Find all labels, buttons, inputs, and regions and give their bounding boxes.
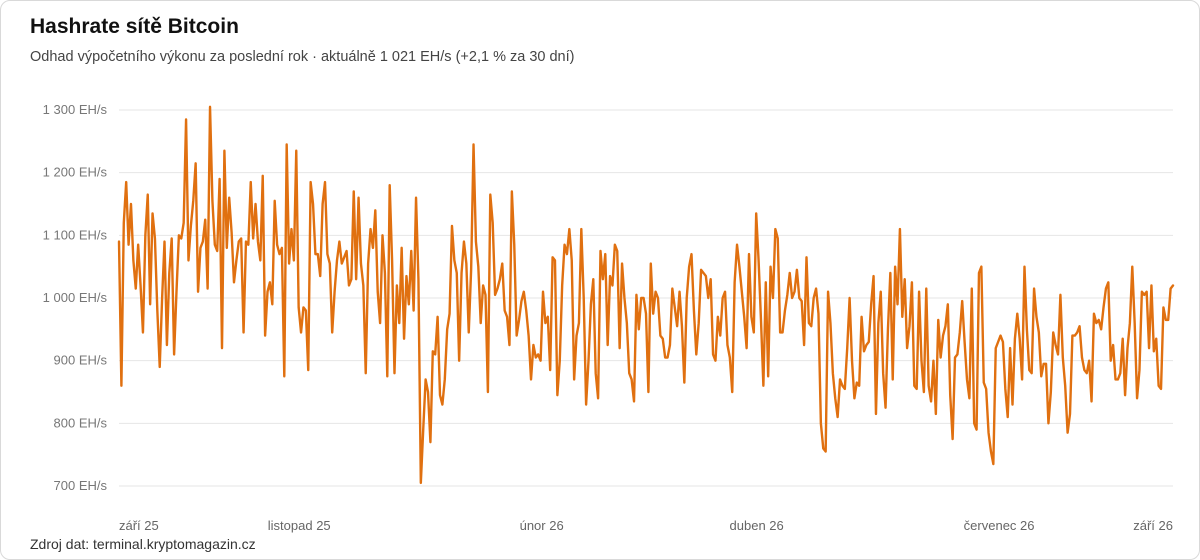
x-tick-label: červenec 26 xyxy=(964,518,1035,533)
x-tick-label: duben 26 xyxy=(730,518,784,533)
y-tick-label: 1 300 EH/s xyxy=(43,102,108,117)
y-tick-label: 900 EH/s xyxy=(54,353,108,368)
y-tick-label: 800 EH/s xyxy=(54,415,108,430)
y-tick-label: 700 EH/s xyxy=(54,478,108,493)
hashrate-series-line xyxy=(117,105,1175,485)
chart-title: Hashrate sítě Bitcoin xyxy=(30,15,239,38)
x-tick-label: únor 26 xyxy=(520,518,564,533)
y-tick-label: 1 100 EH/s xyxy=(43,227,108,242)
chart-subtitle: Odhad výpočetního výkonu za poslední rok… xyxy=(30,49,575,65)
data-source: Zdroj dat: terminal.kryptomagazin.cz xyxy=(30,536,256,552)
x-tick-label: listopad 25 xyxy=(268,518,331,533)
x-tick-label: září 26 xyxy=(1133,518,1173,533)
y-tick-label: 1 200 EH/s xyxy=(43,165,108,180)
y-tick-label: 1 000 EH/s xyxy=(43,290,108,305)
x-tick-label: září 25 xyxy=(119,518,159,533)
